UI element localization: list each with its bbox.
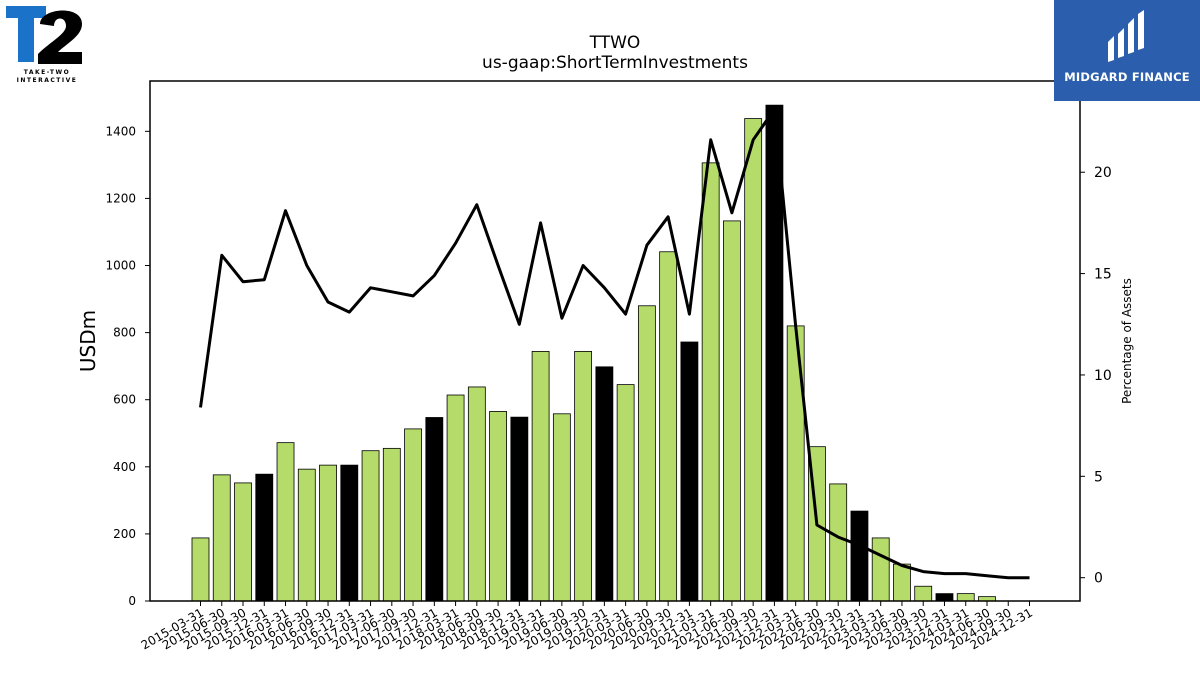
bar-2017-12-31 xyxy=(425,417,444,602)
bar-2018-03-31 xyxy=(446,394,465,602)
bar-2022-12-31 xyxy=(850,510,869,602)
y-left-tick-label: 800 xyxy=(113,326,136,340)
bar-2023-06-30 xyxy=(893,563,911,602)
y-right-tick-label: 20 xyxy=(1094,165,1112,181)
bar-2023-12-31 xyxy=(935,593,954,602)
bar-group xyxy=(191,104,996,602)
y-left-tick-label: 0 xyxy=(128,594,136,608)
bar-2021-09-30 xyxy=(744,118,763,602)
bar-2017-09-30 xyxy=(404,428,422,602)
bar-2018-06-30 xyxy=(467,386,486,602)
bar-2020-06-30 xyxy=(637,305,656,602)
bar-2017-03-31 xyxy=(361,450,380,602)
bar-2016-12-31 xyxy=(340,464,359,602)
y-left-tick-label: 1400 xyxy=(105,124,136,138)
y-left-tick-label: 400 xyxy=(113,460,136,474)
bar-2019-03-31 xyxy=(531,350,550,602)
bar-2023-09-30 xyxy=(914,585,933,602)
y-right-tick-label: 5 xyxy=(1094,469,1103,485)
bar-2017-06-30 xyxy=(382,447,401,602)
bar-2019-09-30 xyxy=(574,350,593,602)
bar-2022-09-30 xyxy=(829,483,848,602)
t2-logo-mark: TAKE-TWO INTERACTIVE xyxy=(6,6,82,84)
plot-frame xyxy=(149,80,1081,602)
bar-2020-03-31 xyxy=(616,384,635,602)
y-right-tick-label: 15 xyxy=(1094,267,1112,283)
bar-2024-03-31 xyxy=(956,593,975,602)
bar-2015-09-30 xyxy=(234,482,252,602)
x-axis: 2015-03-312015-06-302015-09-302015-12-31… xyxy=(139,601,1035,652)
y-right-tick-label: 10 xyxy=(1094,368,1112,384)
y-left-tick-label: 1000 xyxy=(105,259,136,273)
y-axis-left: 0 200 400 600 800 1000 1200 1400 xyxy=(105,124,150,608)
midgard-logo-mark xyxy=(1108,10,1144,62)
percentage-line xyxy=(199,107,1030,580)
take-two-logo: TAKE-TWO INTERACTIVE xyxy=(4,4,90,84)
y-left-tick-label: 600 xyxy=(113,393,136,407)
bar-2015-03-31 xyxy=(191,537,210,602)
bar-2019-06-30 xyxy=(552,413,571,602)
midgard-logo-text: MIDGARD FINANCE xyxy=(1064,70,1190,84)
bar-2021-03-31 xyxy=(701,162,720,602)
bar-2022-03-31 xyxy=(786,325,805,602)
y-left-tick-label: 200 xyxy=(113,527,136,541)
bar-2023-03-31 xyxy=(871,537,890,602)
t2-logo-line2: INTERACTIVE xyxy=(17,77,78,84)
bar-2015-12-31 xyxy=(255,473,274,602)
bar-2019-12-31 xyxy=(595,366,614,602)
y-left-tick-label: 1200 xyxy=(105,191,136,205)
t2-logo-line1: TAKE-TWO xyxy=(24,69,70,76)
bar-2020-12-31 xyxy=(680,341,699,602)
bar-2016-03-31 xyxy=(276,442,295,602)
line-layer xyxy=(199,107,1030,580)
y-right-tick-label: 0 xyxy=(1094,571,1103,587)
chart-subtitle: us-gaap:ShortTermInvestments xyxy=(482,53,748,73)
bar-2021-06-30 xyxy=(723,220,741,602)
y-axis-right: 0 5 10 15 20 xyxy=(1080,165,1112,587)
bar-2018-09-30 xyxy=(489,411,507,602)
y-axis-label-left: USDm xyxy=(76,310,100,372)
bar-2018-12-31 xyxy=(510,416,529,602)
bar-2015-06-30 xyxy=(212,474,231,602)
bar-2016-06-30 xyxy=(297,468,316,602)
midgard-finance-logo: MIDGARD FINANCE xyxy=(1054,0,1200,101)
y-axis-label-right: Percentage of Assets xyxy=(1120,278,1134,404)
chart-title: TTWO xyxy=(589,33,641,53)
bar-2020-09-30 xyxy=(659,251,678,602)
bar-2016-09-30 xyxy=(319,464,337,602)
